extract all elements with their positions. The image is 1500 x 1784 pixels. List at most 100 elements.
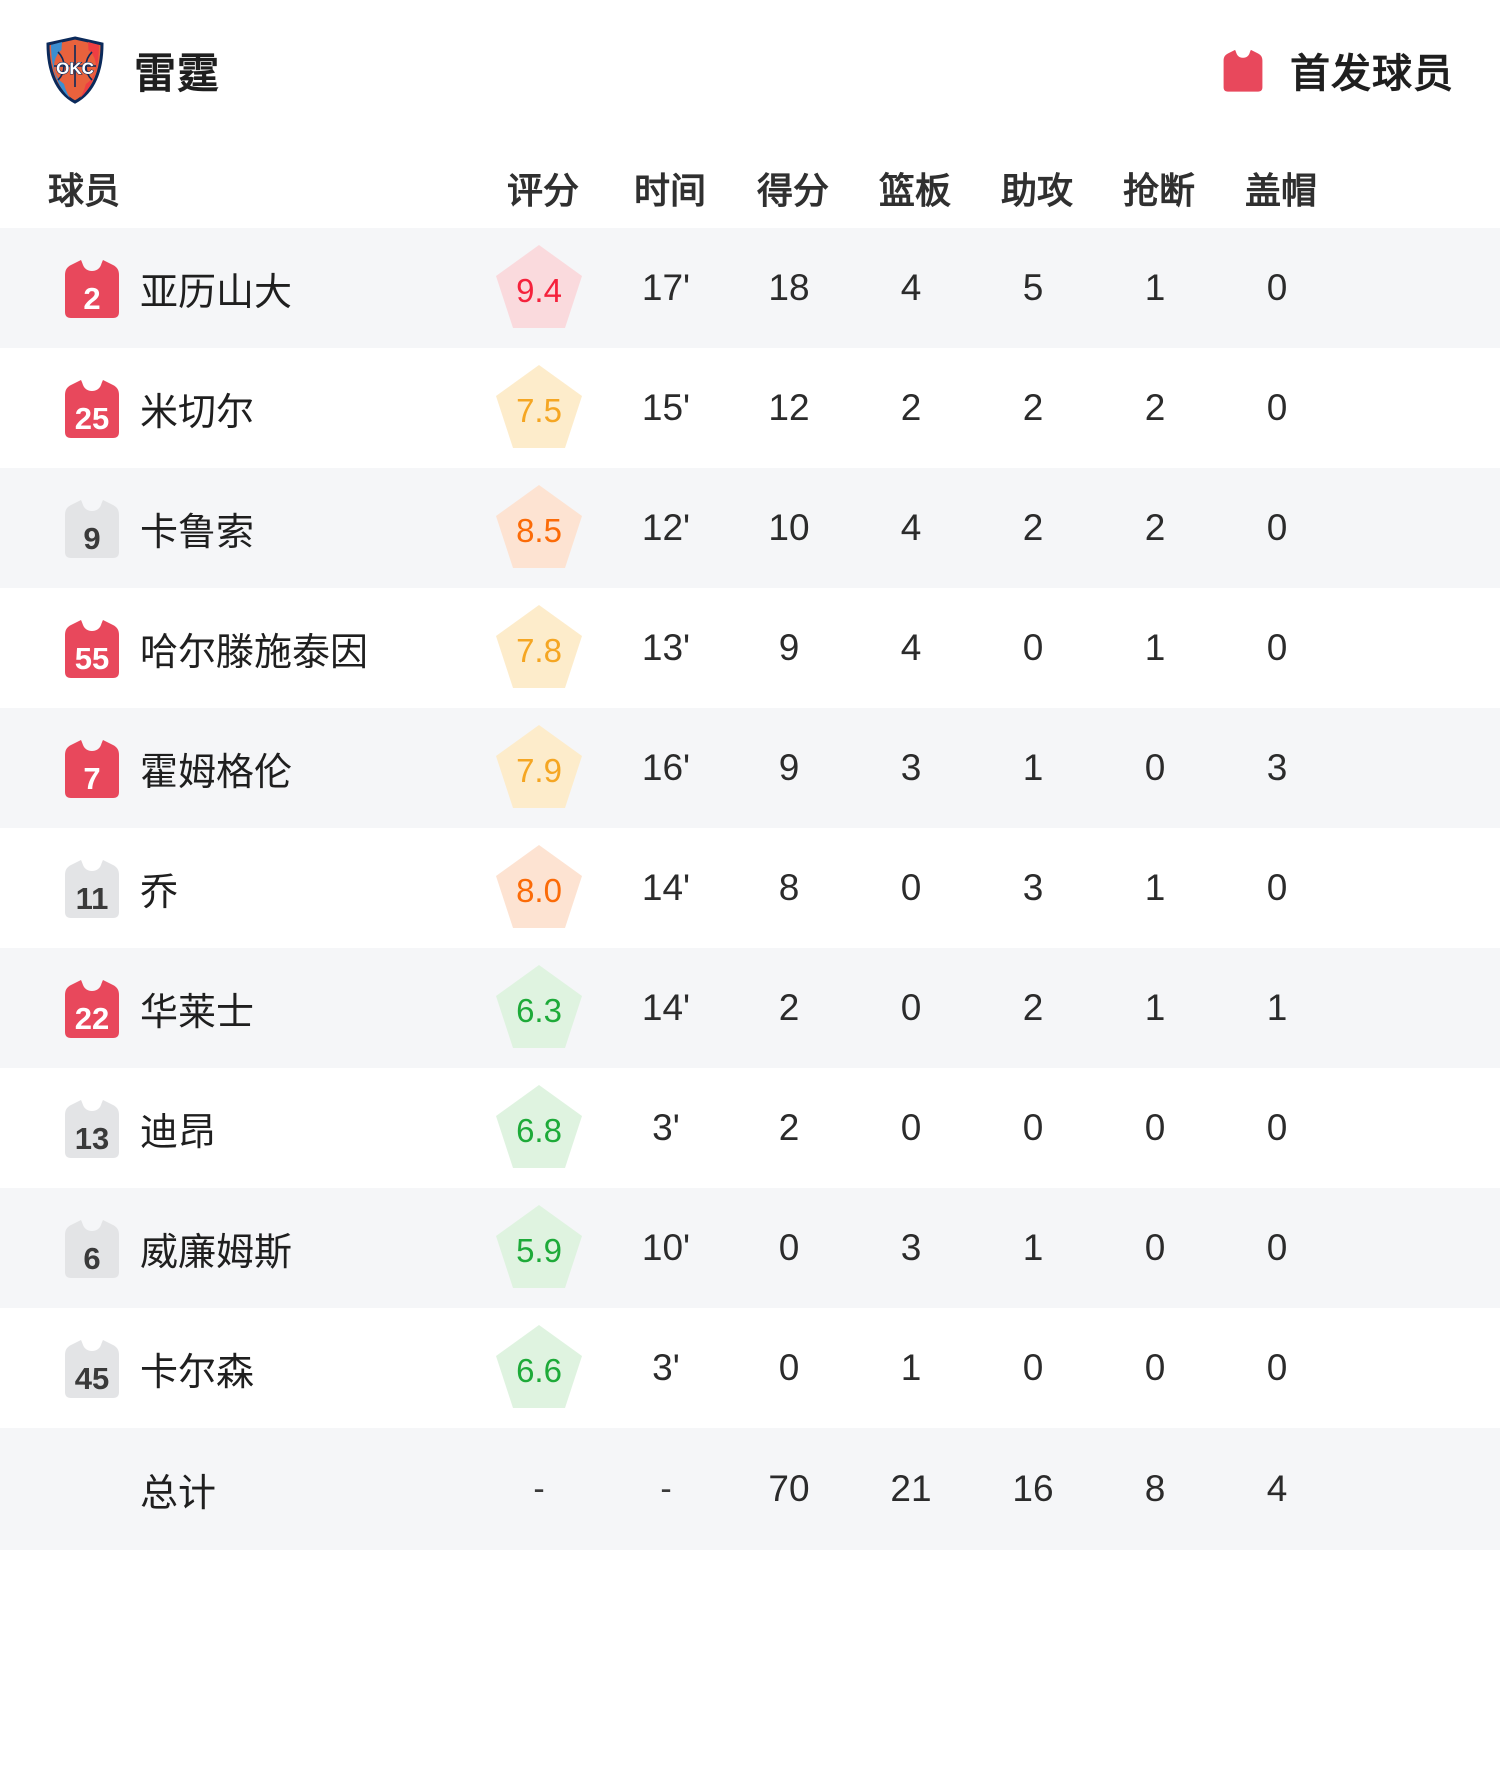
player-name: 卡鲁索 <box>140 511 255 554</box>
svg-text:OKC: OKC <box>56 59 94 78</box>
player-cell[interactable]: 55 哈尔滕施泰因 <box>44 616 474 680</box>
blocks-value: 0 <box>1266 1107 1288 1148</box>
points-value: 9 <box>778 747 800 788</box>
rebounds-value: 4 <box>900 267 922 308</box>
table-row[interactable]: 7 霍姆格伦 7.9 16' 9 3 1 0 3 <box>0 708 1500 828</box>
player-cell[interactable]: 13 迪昂 <box>44 1096 474 1160</box>
points-value: 10 <box>768 507 810 548</box>
assists-value: 1 <box>1022 747 1044 788</box>
rating-cell: 6.8 <box>474 1082 604 1174</box>
steals-value: 2 <box>1144 387 1166 428</box>
rating-cell: 5.9 <box>474 1202 604 1294</box>
minutes-value: 16' <box>641 747 691 788</box>
minutes-value: 15' <box>641 387 691 428</box>
jersey-number: 55 <box>74 641 110 676</box>
column-header-time[interactable]: 时间 <box>633 170 706 211</box>
steals-value: 0 <box>1144 1347 1166 1388</box>
steals-value: 1 <box>1144 627 1166 668</box>
column-header-rating[interactable]: 评分 <box>506 170 579 211</box>
boxscore-table: 球员 评分 时间 得分 篮板 助攻 抢断 盖帽 2 亚历山大 9.4 17' 18 4 5 1… <box>0 140 1500 1550</box>
blocks-value: 0 <box>1266 627 1288 668</box>
jersey-number: 9 <box>83 521 101 556</box>
table-row[interactable]: 55 哈尔滕施泰因 7.8 13' 9 4 0 1 0 <box>0 588 1500 708</box>
totals-rebounds: 21 <box>890 1468 932 1509</box>
minutes-value: 14' <box>641 867 691 908</box>
jersey-number: 2 <box>83 281 101 316</box>
table-row[interactable]: 13 迪昂 6.8 3' 2 0 0 0 0 <box>0 1068 1500 1188</box>
table-row[interactable]: 11 乔 8.0 14' 8 0 3 1 0 <box>0 828 1500 948</box>
totals-row: 总计 - - 70 21 16 8 4 <box>0 1428 1500 1550</box>
column-header-points[interactable]: 得分 <box>756 170 829 211</box>
rating-badge: 8.0 <box>493 842 585 934</box>
jersey-cell: 13 <box>44 1096 140 1160</box>
blocks-value: 3 <box>1266 747 1288 788</box>
player-name: 迪昂 <box>140 1111 217 1154</box>
player-cell[interactable]: 2 亚历山大 <box>44 256 474 320</box>
player-cell[interactable]: 22 华莱士 <box>44 976 474 1040</box>
jersey-cell: 45 <box>44 1336 140 1400</box>
steals-value: 0 <box>1144 747 1166 788</box>
jersey-cell: 2 <box>44 256 140 320</box>
rating-value: 8.0 <box>516 872 562 909</box>
jersey-cell: 11 <box>44 856 140 920</box>
points-value: 0 <box>778 1227 800 1268</box>
jersey-number: 45 <box>74 1361 110 1396</box>
jersey-cell: 9 <box>44 496 140 560</box>
jersey-number: 7 <box>83 761 101 796</box>
column-header-blocks[interactable]: 盖帽 <box>1244 170 1317 211</box>
rating-badge: 6.6 <box>493 1322 585 1414</box>
column-header-assists[interactable]: 助攻 <box>1000 170 1073 211</box>
column-header-player[interactable]: 球员 <box>48 170 121 211</box>
table-row[interactable]: 25 米切尔 7.5 15' 12 2 2 2 0 <box>0 348 1500 468</box>
column-header-steals[interactable]: 抢断 <box>1122 170 1195 211</box>
jersey-cell: 22 <box>44 976 140 1040</box>
jersey-icon: 55 <box>61 616 123 680</box>
blocks-value: 0 <box>1266 1227 1288 1268</box>
jersey-icon: 22 <box>61 976 123 1040</box>
steals-value: 1 <box>1144 867 1166 908</box>
player-cell[interactable]: 11 乔 <box>44 856 474 920</box>
rating-value: 5.9 <box>516 1232 562 1269</box>
rating-cell: 6.6 <box>474 1322 604 1414</box>
player-cell[interactable]: 6 威廉姆斯 <box>44 1216 474 1280</box>
table-row[interactable]: 45 卡尔森 6.6 3' 0 1 0 0 0 <box>0 1308 1500 1428</box>
table-row[interactable]: 2 亚历山大 9.4 17' 18 4 5 1 0 <box>0 228 1500 348</box>
assists-value: 0 <box>1022 1347 1044 1388</box>
column-header-rebounds[interactable]: 篮板 <box>878 170 951 211</box>
player-cell[interactable]: 9 卡鲁索 <box>44 496 474 560</box>
rebounds-value: 0 <box>900 987 922 1028</box>
table-row[interactable]: 6 威廉姆斯 5.9 10' 0 3 1 0 0 <box>0 1188 1500 1308</box>
assists-value: 2 <box>1022 987 1044 1028</box>
jersey-number: 6 <box>83 1241 101 1276</box>
rating-value: 6.8 <box>516 1112 562 1149</box>
rating-cell: 8.5 <box>474 482 604 574</box>
assists-value: 5 <box>1022 267 1044 308</box>
rating-badge: 9.4 <box>493 242 585 334</box>
minutes-value: 3' <box>652 1347 680 1388</box>
jersey-icon: 11 <box>61 856 123 920</box>
table-row[interactable]: 22 华莱士 6.3 14' 2 0 2 1 1 <box>0 948 1500 1068</box>
minutes-value: 13' <box>641 627 691 668</box>
blocks-value: 0 <box>1266 1347 1288 1388</box>
blocks-value: 0 <box>1266 867 1288 908</box>
rating-badge: 7.9 <box>493 722 585 814</box>
jersey-icon: 25 <box>61 376 123 440</box>
assists-value: 1 <box>1022 1227 1044 1268</box>
rating-badge: 8.5 <box>493 482 585 574</box>
rebounds-value: 1 <box>900 1347 922 1388</box>
player-cell[interactable]: 7 霍姆格伦 <box>44 736 474 800</box>
rating-value: 6.6 <box>516 1352 562 1389</box>
table-row[interactable]: 9 卡鲁索 8.5 12' 10 4 2 2 0 <box>0 468 1500 588</box>
points-value: 2 <box>778 987 800 1028</box>
player-cell[interactable]: 25 米切尔 <box>44 376 474 440</box>
team-identity[interactable]: OKC 雷霆 <box>44 36 220 104</box>
rating-value: 9.4 <box>516 272 562 309</box>
starter-legend-label: 首发球员 <box>1290 52 1454 96</box>
rebounds-value: 0 <box>900 1107 922 1148</box>
rating-cell: 6.3 <box>474 962 604 1054</box>
jersey-number: 13 <box>74 1121 110 1156</box>
totals-points: 70 <box>768 1468 810 1509</box>
blocks-value: 1 <box>1266 987 1288 1028</box>
player-cell[interactable]: 45 卡尔森 <box>44 1336 474 1400</box>
player-name: 乔 <box>140 871 179 914</box>
